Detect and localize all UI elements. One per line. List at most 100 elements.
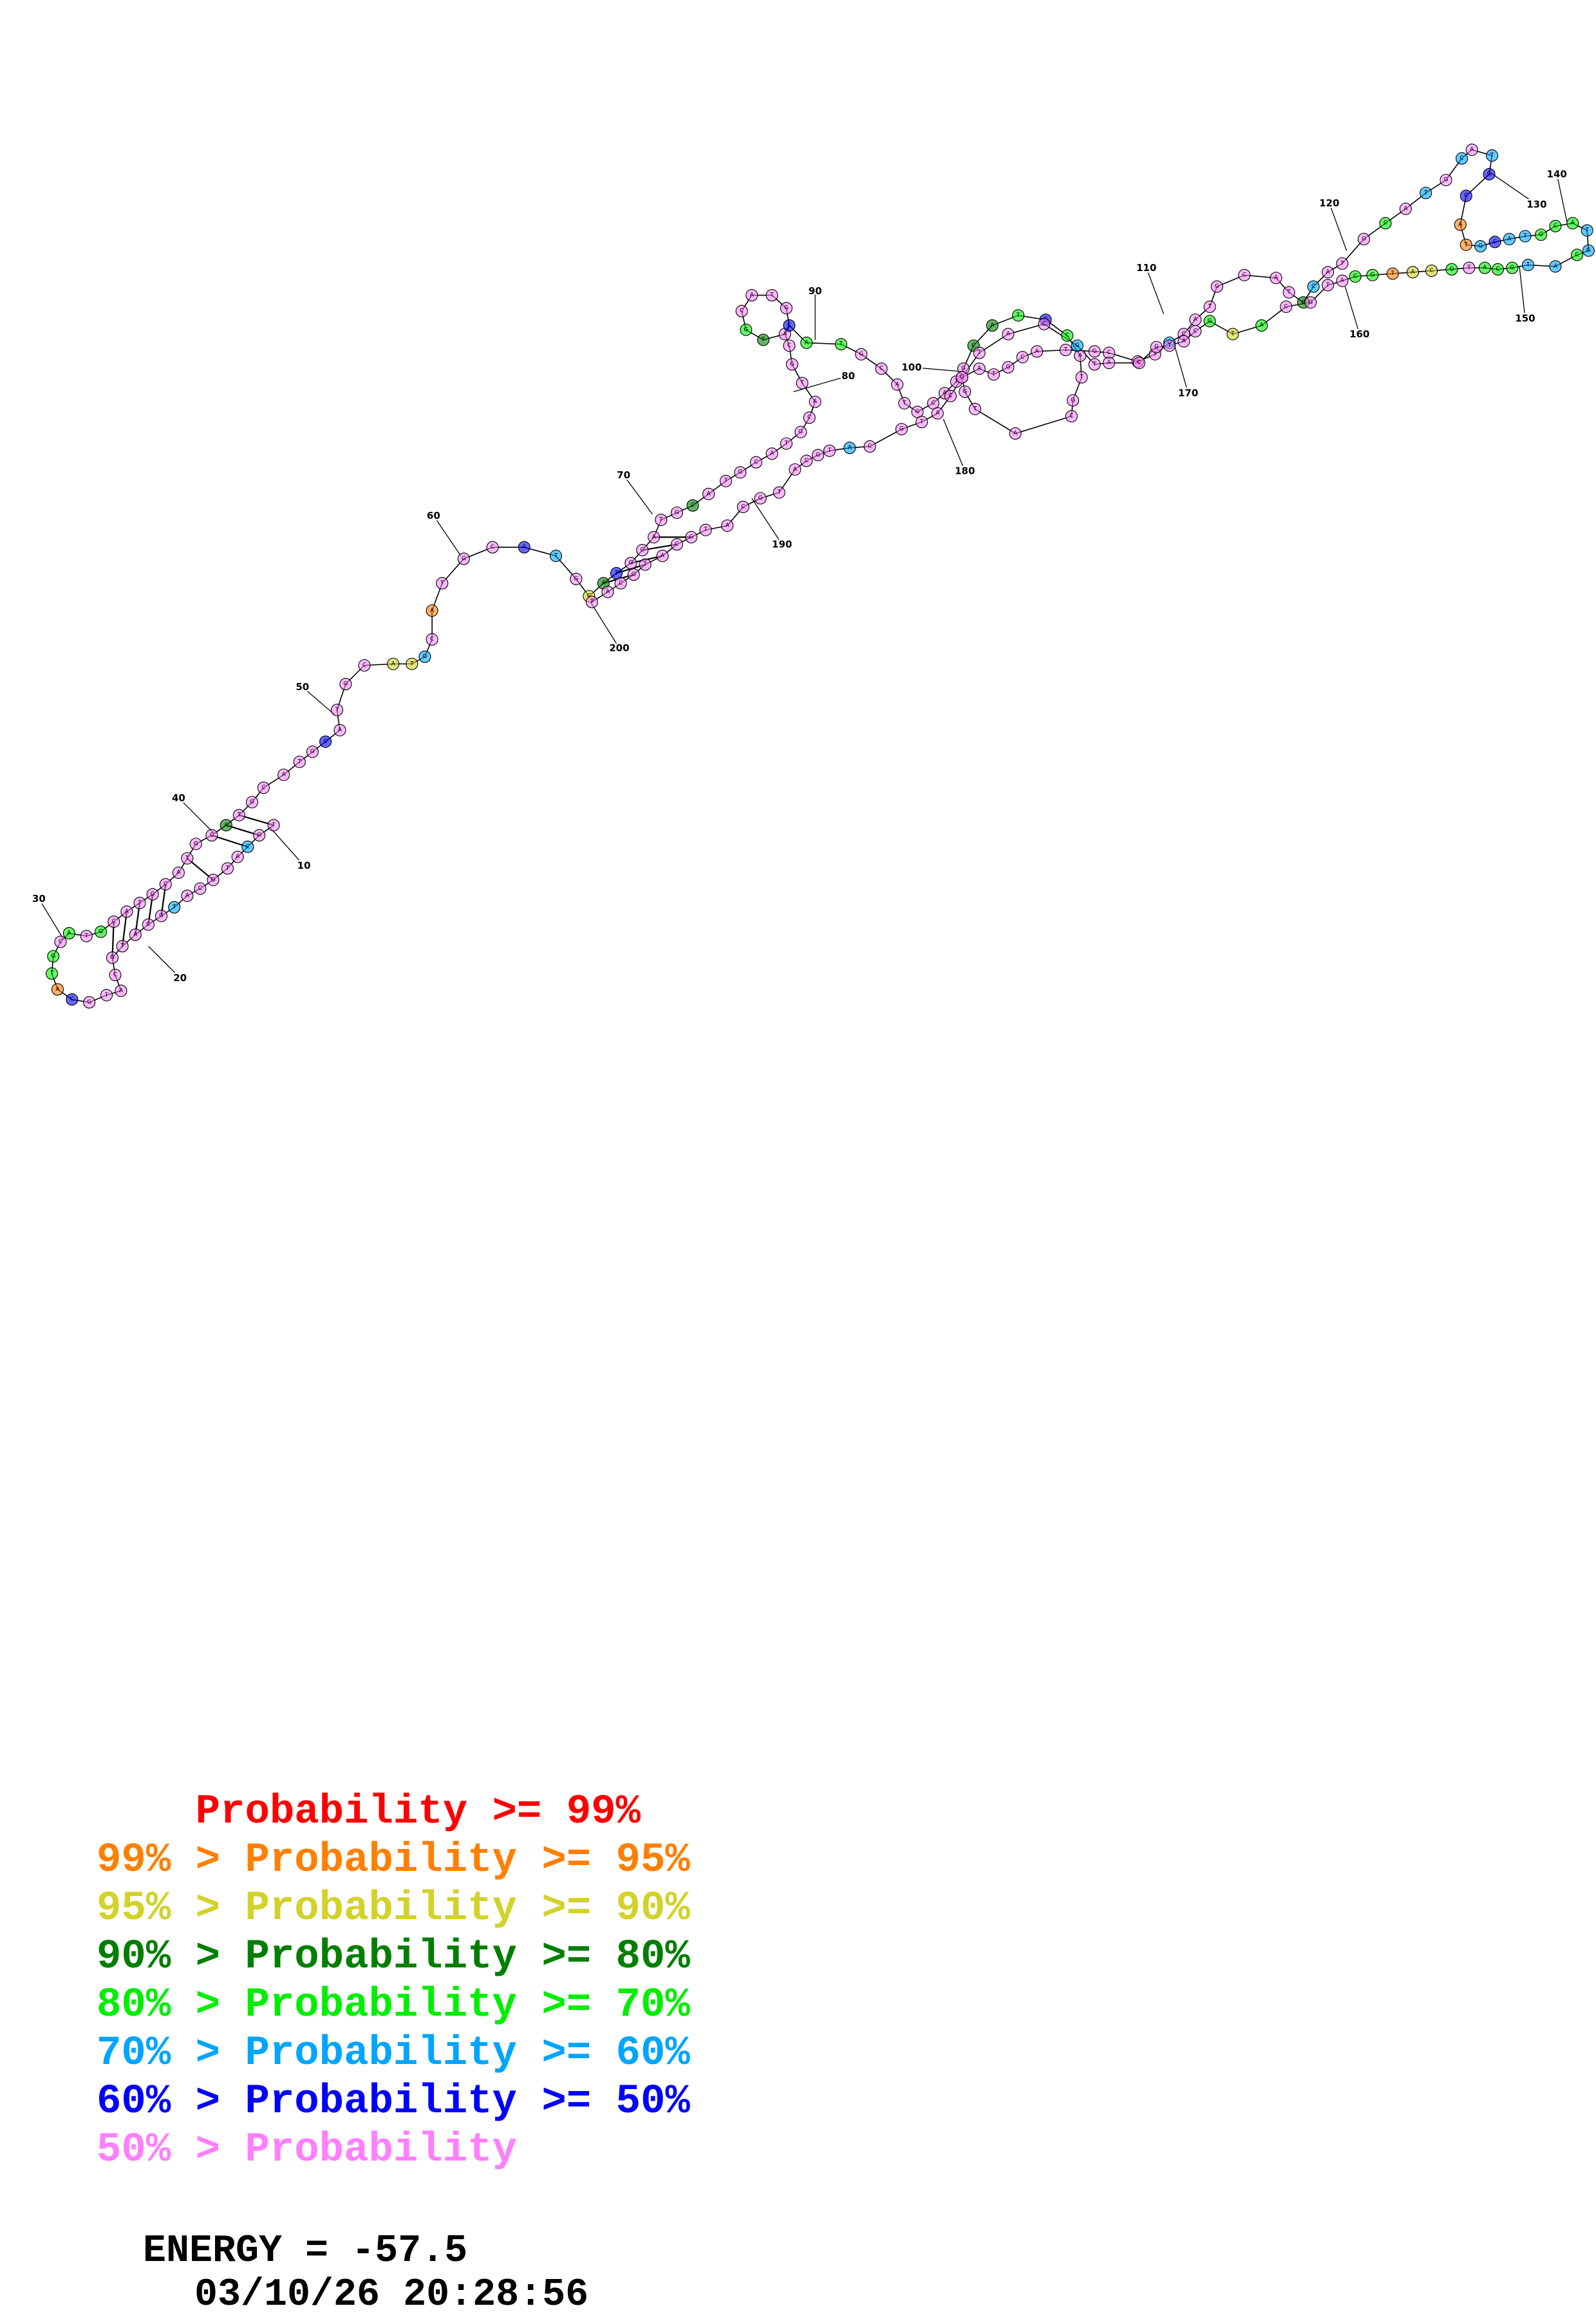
nucleotide: T xyxy=(773,486,785,499)
nucleotide-circle xyxy=(823,444,836,457)
nucleotide-letter: T xyxy=(643,561,647,568)
nucleotide-letter: A xyxy=(652,534,657,540)
nucleotide-letter: G xyxy=(151,891,155,897)
nucleotide-letter: A xyxy=(133,932,138,938)
nucleotide-circle xyxy=(796,377,809,389)
nucleotide: G xyxy=(855,348,868,361)
nucleotide-letter: C xyxy=(1284,303,1288,310)
nucleotide-letter: G xyxy=(1208,318,1212,324)
nucleotide-letter: T xyxy=(902,400,906,406)
nucleotide-letter: T xyxy=(440,580,444,586)
nucleotide: A xyxy=(1178,335,1190,348)
position-label-ticks xyxy=(38,172,1568,979)
nucleotide-letter: C xyxy=(948,393,952,399)
nucleotide-circle xyxy=(142,918,155,931)
energy-label: ENERGY = -57.5 xyxy=(143,2229,468,2273)
nucleotide-circle xyxy=(765,447,778,460)
nucleotide-circle xyxy=(624,557,637,570)
nucleotide-letter: T xyxy=(977,350,981,356)
nucleotide: G xyxy=(1535,229,1548,241)
nucleotide-circle xyxy=(1009,427,1022,440)
nucleotide-letter: C xyxy=(1182,331,1186,337)
nucleotide-circle xyxy=(45,967,59,980)
nucleotide-letter: C xyxy=(59,939,62,945)
nucleotide-letter: T xyxy=(703,527,708,533)
nucleotide: C xyxy=(205,829,218,842)
nucleotide-circle xyxy=(95,925,108,938)
nucleotide-letter: C xyxy=(362,662,366,668)
nucleotide: T xyxy=(80,930,93,943)
nucleotide-letter: C xyxy=(641,547,644,554)
legend-prefix: 95% > xyxy=(97,1886,245,1932)
legend-prefix: 60% > xyxy=(97,2079,245,2125)
position-label: 110 xyxy=(1136,262,1156,274)
nucleotide-letter: A xyxy=(896,381,900,388)
nucleotide: C xyxy=(800,455,813,467)
position-label-halo: 30 xyxy=(32,893,46,905)
position-tick xyxy=(1519,266,1526,319)
nucleotide: C xyxy=(1189,324,1202,338)
nucleotide-letter: A xyxy=(990,323,995,329)
nucleotide-letter: C xyxy=(1353,274,1357,280)
nucleotide-circle xyxy=(129,928,142,941)
nucleotide: A xyxy=(1321,266,1335,279)
nucleotide: G xyxy=(1002,361,1015,373)
nucleotide: C xyxy=(358,659,371,672)
nucleotide: C xyxy=(1570,249,1584,261)
nucleotide: C xyxy=(686,499,699,512)
nucleotide-circle xyxy=(189,838,202,850)
nucleotide-circle xyxy=(436,577,449,590)
nucleotide-letter: C xyxy=(1460,155,1463,162)
nucleotide-circle xyxy=(100,989,113,1002)
nucleotide: C xyxy=(159,877,172,891)
position-label: 140 xyxy=(1547,169,1567,180)
nucleotide-letter: C xyxy=(1069,413,1073,419)
nucleotide-letter: C xyxy=(1429,268,1433,274)
nucleotide-circle xyxy=(172,867,185,879)
nucleotide-circle xyxy=(895,423,908,436)
nucleotide-letter: T xyxy=(237,812,241,818)
nucleotide: A xyxy=(1189,314,1202,326)
nucleotide-circle xyxy=(1059,344,1072,357)
nucleotide-circle xyxy=(207,874,220,886)
nucleotide: T xyxy=(436,577,449,590)
nucleotide-letter: C xyxy=(112,919,116,925)
nucleotide-circle xyxy=(1349,270,1362,283)
position-label: 10 xyxy=(297,859,311,871)
nucleotide-letter: T xyxy=(1152,351,1157,357)
nucleotide: G xyxy=(794,426,807,438)
nucleotide-letter: T xyxy=(614,570,619,576)
nucleotide: T xyxy=(987,368,1000,381)
nucleotide: G xyxy=(627,568,640,581)
nucleotide: C xyxy=(1065,409,1078,423)
nucleotide-circle xyxy=(1465,144,1478,156)
nucleotide-letter: G xyxy=(211,877,216,883)
nucleotide-circle xyxy=(1357,232,1370,245)
nucleotide-letter: G xyxy=(744,326,748,333)
nucleotide-letter: G xyxy=(1478,243,1483,250)
nucleotide-letter: C xyxy=(619,580,623,586)
nucleotide-circle xyxy=(1456,152,1469,165)
nucleotide-circle xyxy=(891,378,904,391)
nucleotide-letter: A xyxy=(1458,221,1463,228)
nucleotide: A xyxy=(129,928,142,941)
nucleotide-letter: G xyxy=(1154,344,1159,350)
nucleotide-letter: C xyxy=(323,738,327,745)
nucleotide-letter: G xyxy=(962,388,967,395)
nucleotide-circle xyxy=(973,346,986,359)
nucleotide: C xyxy=(194,882,207,895)
nucleotide-circle xyxy=(721,519,734,532)
nucleotide-circle xyxy=(1002,328,1015,341)
nucleotide-letter: A xyxy=(848,445,852,451)
nucleotide-circle xyxy=(765,289,778,302)
nucleotide: T xyxy=(757,333,770,346)
nucleotide-circle xyxy=(800,336,813,349)
nucleotide: T xyxy=(1336,257,1349,270)
position-label: 90 xyxy=(809,285,822,297)
nucleotide-letter: A xyxy=(1260,323,1264,329)
nucleotide-circle xyxy=(146,888,159,901)
nucleotide: A xyxy=(120,905,133,918)
position-tick xyxy=(1173,342,1189,393)
nucleotide-circle xyxy=(1002,361,1015,373)
